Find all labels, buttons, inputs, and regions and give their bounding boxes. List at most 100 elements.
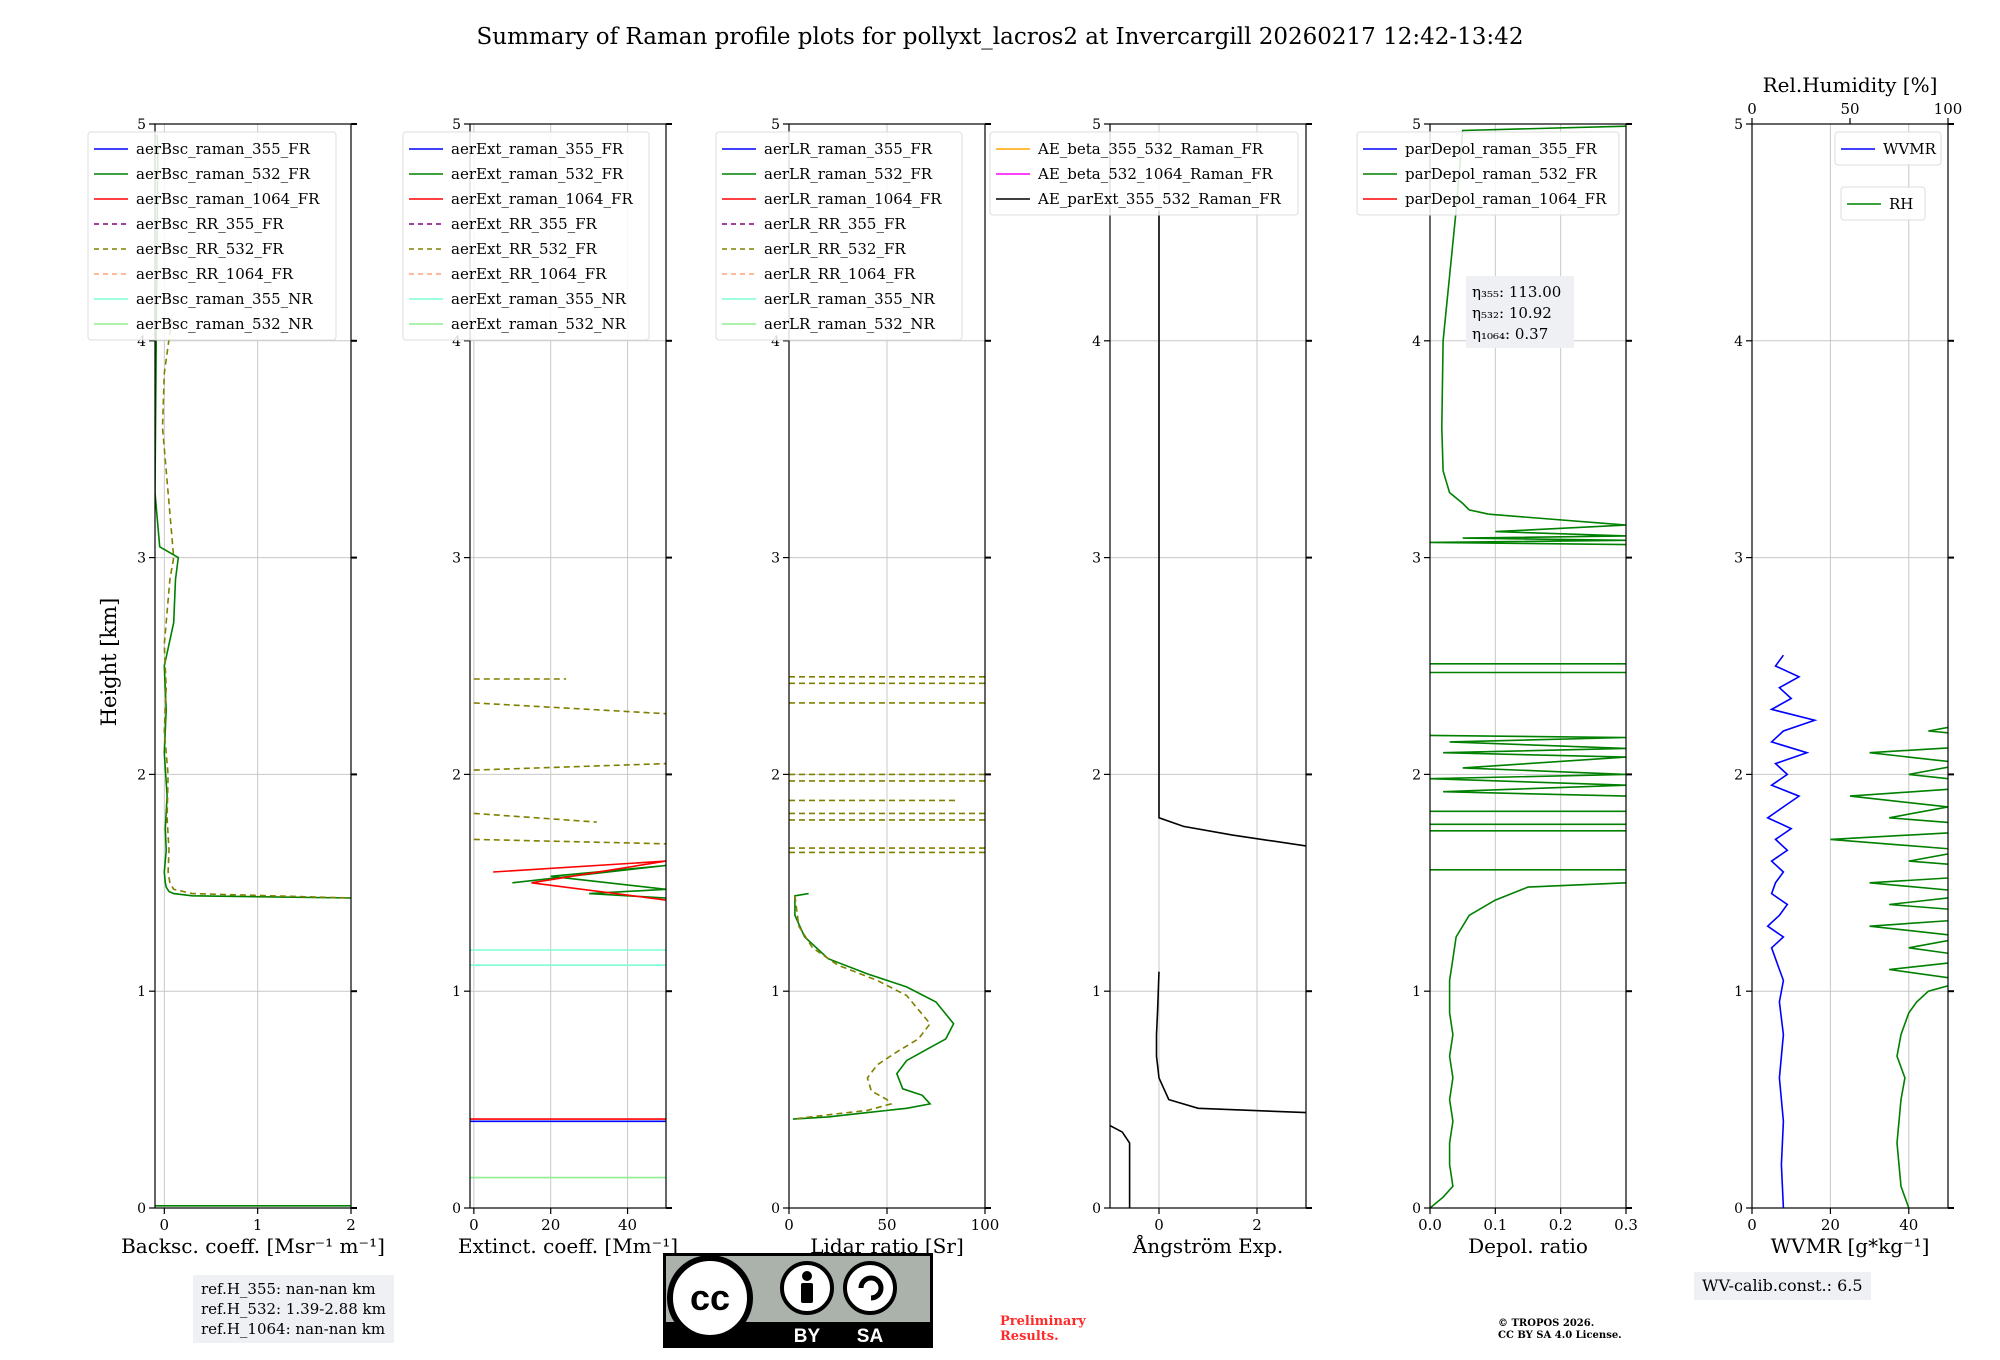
legend-entry: AE_beta_532_1064_Raman_FR: [1037, 165, 1273, 183]
y-tick-label: 1: [1412, 984, 1421, 1000]
series-line: [155, 134, 351, 899]
x-tick-label: 2: [346, 1216, 356, 1234]
cc-license-logo: cc BY SA: [663, 1253, 933, 1348]
x2-tick-label: 0: [1747, 100, 1757, 118]
legend-entry: aerBsc_RR_355_FR: [136, 215, 284, 233]
legend: parDepol_raman_355_FR parDepol_raman_532_…: [1356, 131, 1620, 216]
copyright-line-1: © TROPOS 2026.: [1498, 1318, 1595, 1329]
legend-frame: [989, 131, 1299, 216]
y-tick-label: 2: [452, 767, 461, 783]
axes-frame: [1751, 123, 1949, 1209]
y-tick-label: 2: [137, 767, 146, 783]
y-tick-label: 4: [1092, 334, 1101, 350]
series-line: [1155, 971, 1306, 1114]
eta-annotation-line: η₅₃₂: 10.92: [1472, 304, 1552, 322]
legend-entry: aerBsc_raman_532_FR: [136, 165, 311, 183]
y-tick-label: 3: [137, 551, 146, 567]
preliminary-line-2: Results.: [1000, 1329, 1059, 1344]
ref-height-355: ref.H_355: nan-nan km: [201, 1280, 376, 1298]
legend-entry: aerExt_raman_532_FR: [451, 165, 624, 183]
legend-entry: aerLR_raman_1064_FR: [764, 190, 942, 208]
y-tick-label: 2: [1092, 767, 1101, 783]
preliminary-note: Preliminary Results.: [1000, 1314, 1086, 1344]
cc-circle-icon: [667, 1255, 753, 1341]
legend-entry: aerLR_raman_355_NR: [764, 290, 935, 308]
x-tick-label: 50: [877, 1216, 896, 1234]
axes-frame: [1429, 123, 1627, 1209]
ref-height-532: ref.H_532: 1.39-2.88 km: [201, 1300, 386, 1318]
x-tick-label: 0.2: [1549, 1216, 1573, 1234]
y-tick-label: 1: [452, 984, 461, 1000]
x-tick-label: 40: [618, 1216, 637, 1234]
series-line: [161, 318, 351, 899]
legend-frame: [715, 131, 963, 341]
x-tick-label: 0.1: [1483, 1216, 1507, 1234]
series-line: [1430, 513, 1626, 546]
y-tick-label: 0: [137, 1201, 146, 1217]
y-tick-label: 3: [771, 551, 780, 567]
legend-entry: parDepol_raman_355_FR: [1405, 140, 1598, 158]
series-group: [1766, 654, 1948, 1208]
x-tick-label: 0: [784, 1216, 794, 1234]
y-tick-label: 2: [771, 767, 780, 783]
legend: aerExt_raman_355_FR aerExt_raman_532_FRae…: [402, 131, 650, 341]
x-tick-label: 40: [1899, 1216, 1918, 1234]
legend-entry: aerExt_RR_532_FR: [451, 240, 598, 258]
series-line: [512, 864, 666, 899]
x-tick-label: 0: [469, 1216, 479, 1234]
cc-sa-label: SA: [857, 1326, 884, 1347]
legend-entry: aerLR_RR_1064_FR: [764, 265, 916, 283]
x-axis-label: Depol. ratio: [1468, 1234, 1588, 1258]
series-line: [1430, 882, 1626, 1208]
y-tick-label: 4: [1734, 334, 1743, 350]
x2-axis-label: Rel.Humidity [%]: [1763, 73, 1938, 97]
legend-frame: [1834, 131, 1942, 166]
x-axis-label: Ångström Exp.: [1132, 1233, 1283, 1258]
x-tick-label: 20: [541, 1216, 560, 1234]
legend: AE_beta_355_532_Raman_FR AE_beta_532_1064…: [989, 131, 1299, 216]
y-tick-label: 0: [1412, 1201, 1421, 1217]
legend-rh: RH: [1840, 186, 1926, 221]
y-tick-label: 4: [1412, 334, 1421, 350]
eta-annotation-line: η₃₅₅: 113.00: [1472, 283, 1561, 301]
x-tick-label: 2: [1252, 1216, 1262, 1234]
eta-annotation-box: [1466, 276, 1574, 348]
wv-calibration-box: WV-calib.const.: 6.5: [1694, 1272, 1871, 1300]
legend: aerBsc_raman_355_FR aerBsc_raman_532_FRae…: [87, 131, 337, 341]
preliminary-line-1: Preliminary: [1000, 1314, 1086, 1329]
y-tick-label: 0: [452, 1201, 461, 1217]
y-tick-label: 1: [1092, 984, 1101, 1000]
legend-entry: aerBsc_raman_1064_FR: [136, 190, 320, 208]
y-tick-label: 5: [452, 117, 461, 133]
series-line: [1110, 1124, 1131, 1208]
legend-entry: aerExt_raman_355_NR: [451, 290, 627, 308]
legend-entry: aerExt_RR_1064_FR: [451, 265, 607, 283]
series-group: [1110, 210, 1306, 1208]
series-line: [1766, 654, 1818, 1208]
series-line: [493, 860, 666, 901]
y-tick-label: 5: [1412, 117, 1421, 133]
y-tick-label: 1: [1734, 984, 1743, 1000]
y-tick-label: 4: [771, 334, 780, 350]
legend-entry: aerBsc_RR_532_FR: [136, 240, 284, 258]
legend-entry: aerLR_RR_355_FR: [764, 215, 906, 233]
y-tick-label: 3: [1092, 551, 1101, 567]
legend-entry: aerBsc_raman_355_FR: [136, 140, 311, 158]
y-tick-label: 3: [1734, 551, 1743, 567]
y-axis-label: Height [km]: [97, 598, 121, 727]
y-tick-label: 5: [137, 117, 146, 133]
y-tick-label: 3: [452, 551, 461, 567]
panel-dep: 0 1 2 3 4 5 0.0 0.1 0.2 0.3 Depol. ratio parDepol_r…: [1356, 117, 1638, 1258]
eta-annotation: η₃₅₅: 113.00 η₅₃₂: 10.92 η₁₀₆₄: 0.37: [1466, 276, 1574, 348]
x2-tick-label: 100: [1934, 100, 1963, 118]
legend-entry: aerExt_raman_355_FR: [451, 140, 624, 158]
x-tick-label: 0.3: [1614, 1216, 1638, 1234]
series-group: [155, 134, 351, 1207]
legend-entry: RH: [1889, 195, 1913, 213]
series-line: [792, 892, 955, 1120]
